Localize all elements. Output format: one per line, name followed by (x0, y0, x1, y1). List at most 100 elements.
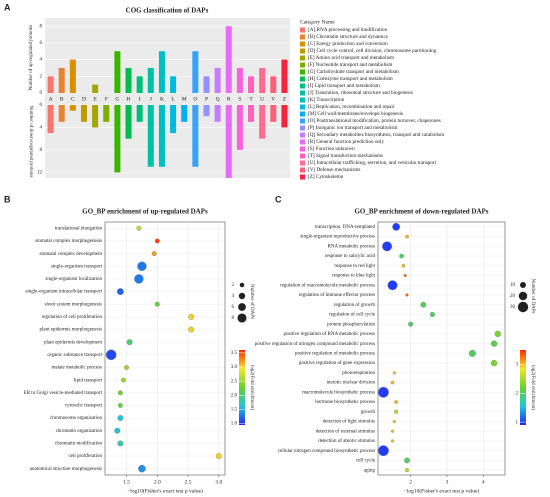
colorbar-title: log2(Fold enrichment) (530, 365, 535, 410)
legend-label: [H] Coenzyme transport and metabolism (308, 76, 393, 82)
bar (136, 105, 143, 122)
colorbar (239, 350, 245, 425)
bar (203, 76, 210, 93)
y-tick-label: 4 (40, 126, 43, 131)
bar (125, 67, 132, 93)
y-tick-label: RNA metabolic process (328, 244, 376, 249)
y-tick-label: stomatal complex morphogenesis (35, 239, 102, 244)
dot (378, 386, 389, 398)
bar (236, 67, 243, 93)
y-tick-label: positive regulation of nitrogen compound… (255, 342, 375, 347)
dot (378, 445, 389, 457)
dot (188, 326, 195, 333)
plot-border (104, 221, 226, 476)
dot (382, 241, 392, 252)
x-tick-label: K (160, 96, 164, 102)
panel-label: A (4, 2, 11, 12)
y-tick-label: stomatal complex development (40, 252, 103, 257)
legend-swatch (300, 153, 305, 159)
dot (490, 340, 498, 347)
y-tick-label: 6 (40, 41, 43, 46)
size-legend-label: 8 (232, 316, 235, 321)
dot (408, 321, 414, 327)
y-tick-label: lipid transport (74, 378, 103, 383)
y-tick-label: 12 (37, 171, 43, 176)
x-tick-label: F (105, 96, 108, 102)
bar (203, 105, 210, 117)
bar (259, 105, 266, 139)
bar (58, 105, 65, 122)
size-legend-label: 2 (232, 283, 235, 288)
bar (248, 76, 255, 93)
legend-swatch (300, 139, 305, 145)
bar (259, 67, 266, 93)
size-legend-label: 30 (510, 305, 516, 310)
dot (117, 288, 124, 295)
x-tick-label: J (150, 96, 153, 102)
y-tick-label: malate metabolic process (51, 366, 102, 371)
dot (490, 359, 498, 367)
size-legend-label: 6 (232, 305, 235, 310)
y-tick-label: chromatin modification (55, 442, 103, 447)
y-tick-label: anatomical structure morphogenesis (30, 467, 102, 472)
bar (181, 105, 188, 122)
bar (225, 105, 232, 178)
y-tick-label: 0 (40, 91, 43, 96)
y-tick-label: cell proliferation (69, 454, 103, 459)
bar (80, 105, 87, 122)
x-tick-label: T (249, 96, 253, 102)
bar (192, 51, 199, 93)
legend-swatch (300, 125, 305, 131)
x-tick-label: U (260, 96, 264, 102)
dot (401, 263, 406, 268)
size-legend-dot (519, 281, 527, 289)
bar (125, 105, 132, 139)
legend-swatch (300, 48, 305, 54)
dot (394, 400, 398, 404)
bar (170, 105, 177, 134)
colorbar-label: 2.0 (231, 393, 238, 398)
x-tick-label: O (193, 96, 197, 102)
x-tick-label: P (205, 96, 208, 102)
dot (126, 339, 133, 346)
legend-swatch (300, 160, 305, 166)
size-legend-dot (518, 291, 528, 301)
dot (387, 280, 398, 291)
legend-label: [Q] Secondary metabolites biosynthesis, … (308, 132, 444, 138)
x-tick-label: I (139, 96, 141, 102)
bar (92, 84, 99, 93)
y-tick-label: single-organism reproductive process (300, 235, 375, 240)
x-axis-label: −log10(Fisher's exact test p value) (127, 487, 203, 494)
legend-label: [G] Carbohydrate transport and metabolis… (308, 69, 399, 75)
dot (117, 440, 124, 447)
bar (270, 76, 277, 93)
dot (117, 390, 123, 396)
y-tick-label: 8 (40, 24, 43, 29)
y-tick-label: transcription, DNA-templated (315, 225, 375, 230)
dot (137, 261, 147, 271)
y-tick-label: protein phosphorylation (327, 322, 375, 327)
legend-swatch (300, 41, 305, 47)
size-legend-title: Number of DAPs (249, 284, 254, 319)
dot (390, 380, 395, 385)
bar (114, 105, 121, 173)
bar (114, 51, 121, 93)
y-tick-label: plant epidermis morphogenesis (40, 328, 103, 333)
dot (420, 301, 427, 308)
legend-label: [M] Cell wall/membrane/envelope biogenes… (308, 111, 403, 117)
dot (154, 238, 160, 244)
colorbar-label: 1.5 (231, 408, 238, 413)
dot (404, 468, 410, 473)
y-tick-label: organic substance transport (47, 353, 102, 358)
dot (399, 253, 404, 259)
legend-label: [V] Defense mechanisms (308, 166, 360, 173)
bar (281, 105, 288, 128)
legend-label: [E] Amino acid transport and metabolism (308, 55, 394, 61)
panel-label: B (4, 194, 11, 204)
x-tick-label: C (71, 96, 75, 102)
legend-label: [L] Replication, recombination and repai… (308, 104, 395, 110)
y-axis-label: Number of down-regulated proteins (28, 106, 33, 178)
dot (392, 223, 400, 231)
y-tick-label: response to blue light (332, 274, 376, 279)
